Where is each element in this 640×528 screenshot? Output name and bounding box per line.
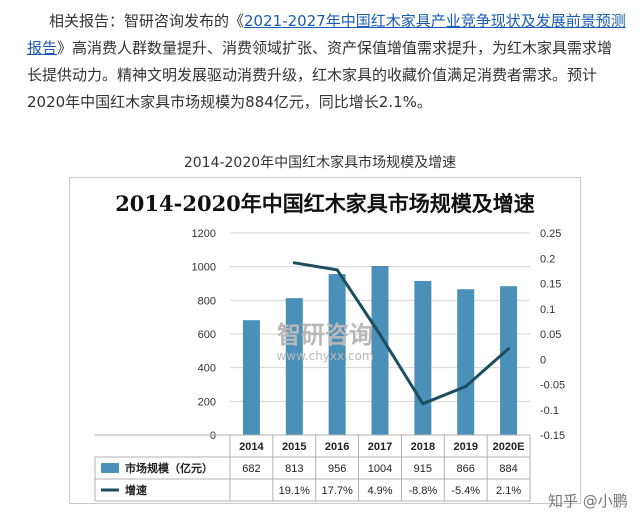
y-left-tick: 800 — [198, 295, 216, 307]
growth-point — [378, 333, 382, 337]
table-cell-size: 866 — [457, 463, 475, 475]
y-left-tick: 400 — [198, 363, 216, 375]
y-right-tick: -0.15 — [540, 430, 565, 442]
growth-point — [292, 261, 296, 265]
table-cell-size: 682 — [242, 463, 260, 475]
y-left-tick: 1000 — [192, 262, 216, 274]
table-cell-size: 956 — [328, 463, 346, 475]
bar — [500, 286, 518, 435]
footer-watermark: 知乎 @小鹏 — [548, 492, 628, 510]
y-left-tick: 0 — [210, 430, 216, 442]
table-cell-size: 813 — [285, 463, 303, 475]
growth-point — [335, 268, 339, 272]
table-cell-growth: 4.9% — [367, 485, 392, 497]
legend-label-bar: 市场规模（亿元） — [125, 461, 213, 475]
y-right-tick: 0 — [540, 354, 546, 366]
table-cell-growth: -5.4% — [451, 485, 480, 497]
x-category-label: 2020E — [493, 441, 525, 453]
x-category-label: 2017 — [368, 441, 392, 453]
legend-label-line: 增速 — [125, 483, 147, 497]
table-cell-size: 915 — [414, 463, 432, 475]
bar — [457, 289, 475, 435]
table-cell-growth: 2.1% — [496, 485, 521, 497]
y-right-tick: 0.1 — [540, 304, 555, 316]
x-category-label: 2018 — [411, 441, 435, 453]
table-cell-growth: -8.8% — [408, 485, 437, 497]
y-right-tick: -0.05 — [540, 380, 565, 392]
y-right-tick: 0.05 — [540, 329, 561, 341]
watermark-url: www.chyxx.com — [276, 349, 373, 363]
x-category-label: 2016 — [325, 441, 349, 453]
x-category-label: 2015 — [282, 441, 306, 453]
chart-frame: 2014-2020年中国红木家具市场规模及增速 0 200 400 600 800 1000… — [69, 177, 581, 504]
y-right-tick: 0.15 — [540, 279, 561, 291]
growth-point — [507, 347, 511, 351]
table-cell-growth: 19.1% — [279, 485, 310, 497]
growth-point — [421, 402, 425, 406]
market-size-chart: 2014-2020年中国红木家具市场规模及增速 0 200 400 600 800 1000… — [94, 191, 565, 502]
table-cell-growth: 17.7% — [322, 485, 353, 497]
y-right-tick: 0.2 — [540, 253, 555, 265]
table-cell-size: 1004 — [368, 463, 392, 475]
y-right-tick: -0.1 — [540, 405, 559, 417]
growth-point — [464, 385, 468, 389]
bar — [328, 274, 346, 435]
chart-caption: 2014-2020年中国红木家具市场规模及增速 — [183, 155, 457, 171]
bar — [371, 265, 389, 435]
y-left-tick: 200 — [198, 396, 216, 408]
y-right-tick: 0.25 — [540, 228, 561, 240]
article-paragraph: 相关报告：智研咨询发布的《2021-2027年中国红木家具产业竞争现状及发展前景… — [27, 8, 627, 116]
x-category-label: 2014 — [239, 441, 264, 453]
y-left-tick: 1200 — [192, 228, 216, 240]
article-prefix: 相关报告：智研咨询发布的《 — [49, 12, 245, 30]
y-left-tick: 600 — [198, 329, 216, 341]
table-cell-size: 884 — [499, 463, 517, 475]
legend-key-bar — [101, 463, 119, 473]
article-suffix: 》高消费人群数量提升、消费领域扩张、资产保值增值需求提升，为红木家具需求增长提供… — [27, 39, 613, 111]
bar — [285, 298, 303, 435]
bar — [242, 320, 260, 435]
watermark-name: 智研咨询 — [277, 321, 373, 349]
chart-title: 2014-2020年中国红木家具市场规模及增速 — [115, 191, 535, 216]
growth-line — [294, 261, 510, 406]
report-link[interactable]: 2021-2027年中国红木家具产业竞争现状及发展前景预测报告 — [27, 12, 626, 57]
bar — [414, 280, 432, 435]
x-category-label: 2019 — [453, 441, 477, 453]
